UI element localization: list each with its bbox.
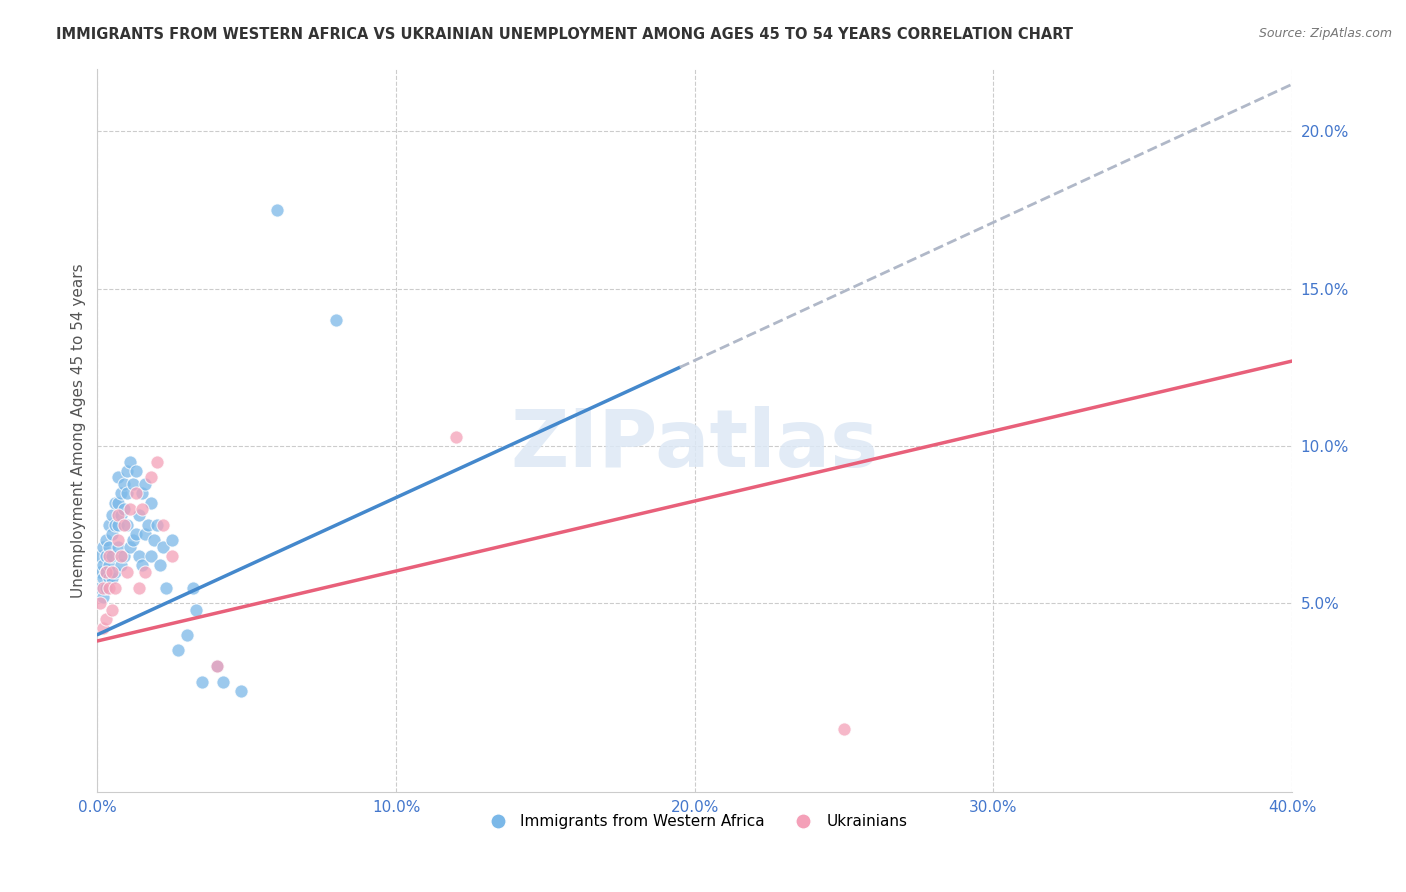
Point bbox=[89, 549, 111, 563]
Point bbox=[91, 571, 114, 585]
Point bbox=[143, 533, 166, 548]
Point bbox=[98, 540, 121, 554]
Point bbox=[101, 549, 124, 563]
Point bbox=[91, 621, 114, 635]
Point bbox=[98, 549, 121, 563]
Point bbox=[128, 581, 150, 595]
Point bbox=[155, 581, 177, 595]
Point bbox=[89, 565, 111, 579]
Point bbox=[101, 565, 124, 579]
Point bbox=[131, 501, 153, 516]
Point bbox=[110, 549, 132, 563]
Point bbox=[115, 464, 138, 478]
Point bbox=[160, 549, 183, 563]
Point bbox=[89, 581, 111, 595]
Point bbox=[107, 508, 129, 523]
Point bbox=[107, 495, 129, 509]
Point bbox=[181, 581, 204, 595]
Text: Source: ZipAtlas.com: Source: ZipAtlas.com bbox=[1258, 27, 1392, 40]
Point bbox=[266, 202, 288, 217]
Point bbox=[107, 533, 129, 548]
Point bbox=[146, 455, 169, 469]
Point bbox=[101, 527, 124, 541]
Point bbox=[146, 517, 169, 532]
Point bbox=[136, 517, 159, 532]
Point bbox=[125, 486, 148, 500]
Point bbox=[444, 429, 467, 443]
Point bbox=[110, 558, 132, 573]
Point bbox=[115, 517, 138, 532]
Point bbox=[112, 476, 135, 491]
Point bbox=[205, 659, 228, 673]
Point bbox=[110, 508, 132, 523]
Point bbox=[152, 540, 174, 554]
Point bbox=[107, 517, 129, 532]
Point bbox=[211, 674, 233, 689]
Point bbox=[96, 565, 118, 579]
Y-axis label: Unemployment Among Ages 45 to 54 years: Unemployment Among Ages 45 to 54 years bbox=[72, 263, 86, 598]
Point bbox=[107, 470, 129, 484]
Point bbox=[176, 628, 198, 642]
Point bbox=[112, 501, 135, 516]
Point bbox=[98, 517, 121, 532]
Point bbox=[96, 581, 118, 595]
Legend: Immigrants from Western Africa, Ukrainians: Immigrants from Western Africa, Ukrainia… bbox=[477, 808, 914, 835]
Point bbox=[98, 558, 121, 573]
Point bbox=[167, 643, 190, 657]
Point bbox=[96, 549, 118, 563]
Point bbox=[104, 495, 127, 509]
Point bbox=[125, 464, 148, 478]
Point bbox=[120, 455, 142, 469]
Point bbox=[101, 508, 124, 523]
Point bbox=[325, 313, 347, 327]
Point bbox=[139, 495, 162, 509]
Point bbox=[131, 486, 153, 500]
Point bbox=[89, 596, 111, 610]
Point bbox=[120, 501, 142, 516]
Point bbox=[125, 527, 148, 541]
Point bbox=[229, 684, 252, 698]
Point bbox=[134, 527, 156, 541]
Text: IMMIGRANTS FROM WESTERN AFRICA VS UKRAINIAN UNEMPLOYMENT AMONG AGES 45 TO 54 YEA: IMMIGRANTS FROM WESTERN AFRICA VS UKRAIN… bbox=[56, 27, 1073, 42]
Point bbox=[115, 565, 138, 579]
Point bbox=[110, 486, 132, 500]
Point bbox=[122, 533, 145, 548]
Point bbox=[115, 486, 138, 500]
Point bbox=[139, 549, 162, 563]
Point bbox=[184, 602, 207, 616]
Point bbox=[112, 517, 135, 532]
Point bbox=[128, 508, 150, 523]
Point bbox=[91, 558, 114, 573]
Point bbox=[98, 581, 121, 595]
Point bbox=[139, 470, 162, 484]
Point bbox=[128, 549, 150, 563]
Text: ZIPatlas: ZIPatlas bbox=[510, 406, 879, 483]
Point bbox=[101, 602, 124, 616]
Point bbox=[107, 540, 129, 554]
Point bbox=[131, 558, 153, 573]
Point bbox=[91, 581, 114, 595]
Point bbox=[91, 590, 114, 604]
Point bbox=[96, 565, 118, 579]
Point bbox=[160, 533, 183, 548]
Point bbox=[152, 517, 174, 532]
Point bbox=[134, 476, 156, 491]
Point bbox=[91, 540, 114, 554]
Point bbox=[112, 549, 135, 563]
Point bbox=[104, 565, 127, 579]
Point bbox=[120, 540, 142, 554]
Point bbox=[149, 558, 172, 573]
Point bbox=[205, 659, 228, 673]
Point bbox=[96, 612, 118, 626]
Point bbox=[101, 571, 124, 585]
Point bbox=[134, 565, 156, 579]
Point bbox=[832, 722, 855, 736]
Point bbox=[104, 517, 127, 532]
Point bbox=[122, 476, 145, 491]
Point bbox=[98, 571, 121, 585]
Point bbox=[191, 674, 214, 689]
Point bbox=[104, 581, 127, 595]
Point bbox=[96, 533, 118, 548]
